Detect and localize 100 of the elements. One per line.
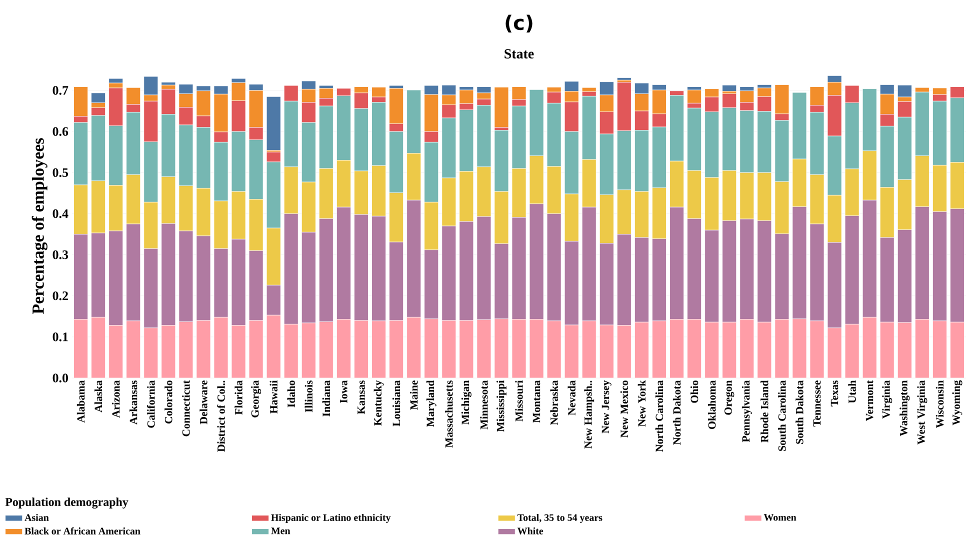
- x-tick-label: Connecticut: [182, 380, 190, 436]
- x-tick-label: Maine: [410, 380, 418, 410]
- y-tick-label: 0.1: [52, 332, 68, 342]
- bar: [476, 319, 492, 378]
- bar: [722, 84, 737, 92]
- x-tick-label: Wisconsin: [936, 380, 944, 428]
- bar: [459, 320, 474, 378]
- bar: [564, 324, 579, 378]
- bar: [880, 322, 894, 378]
- bar: [126, 320, 141, 378]
- x-tick-label: Michigan: [461, 380, 472, 424]
- x-tick-label: Utah: [848, 380, 856, 404]
- y-tick-label: 0.4: [52, 209, 68, 218]
- x-tick-label: Georgia: [251, 380, 262, 418]
- legend-label: Black or African American: [24, 527, 140, 534]
- x-tick-label: Tennessee: [813, 380, 821, 426]
- bar: [599, 324, 614, 378]
- bar: [914, 319, 930, 378]
- legend-label: Hispanic or Latino ethnicity: [271, 514, 391, 524]
- bar: [792, 318, 807, 378]
- bar: [687, 319, 702, 378]
- x-tick-label: Rhode Island: [760, 380, 768, 442]
- legend-label: Women: [764, 514, 796, 521]
- bar: [108, 78, 124, 84]
- bar: [774, 319, 790, 378]
- bar: [74, 319, 88, 378]
- x-tick-label: Virginia: [882, 380, 892, 419]
- bar: [862, 317, 877, 378]
- legend-title: Population demography: [5, 498, 128, 509]
- bar: [757, 322, 772, 378]
- legend-label: Men: [271, 528, 290, 534]
- x-tick-label: West Virginia: [917, 380, 928, 444]
- bar: [214, 317, 228, 378]
- bar: [582, 320, 596, 378]
- bar: [91, 317, 106, 378]
- bar: [897, 84, 912, 98]
- y-tick-label: 0.3: [52, 250, 68, 260]
- bar: [196, 320, 211, 378]
- bar: [634, 322, 649, 378]
- bar: [529, 319, 544, 378]
- bar: [284, 324, 298, 378]
- bar: [406, 317, 422, 378]
- chart-title: (c): [506, 14, 532, 33]
- bar: [144, 328, 158, 378]
- bar: [424, 318, 439, 378]
- bar: [231, 325, 246, 378]
- bar: [318, 322, 334, 378]
- x-tick-label: Arizona: [112, 380, 120, 418]
- bar: [372, 320, 386, 378]
- x-tick-label: Iowa: [340, 380, 348, 403]
- y-tick-label: 0.7: [52, 86, 68, 95]
- x-tick-label: Minnesota: [480, 380, 488, 430]
- y-axis-title: Percentage of employees: [32, 138, 48, 314]
- x-tick-label: Vermont: [866, 380, 874, 422]
- bar: [950, 322, 964, 378]
- bar: [248, 320, 264, 378]
- x-tick-label: New Mexico: [620, 380, 628, 438]
- x-tick-label: Maryland: [426, 380, 436, 427]
- x-tick-label: Delaware: [200, 380, 208, 424]
- x-tick-label: Alabama: [76, 380, 85, 423]
- bar: [704, 322, 720, 378]
- x-tick-label: Oklahoma: [708, 380, 716, 429]
- x-tick-label: Illinois: [304, 380, 313, 412]
- x-tick-label: New Jersey: [602, 380, 612, 434]
- x-tick-label: California: [146, 380, 155, 428]
- x-axis-title: State: [504, 49, 534, 58]
- bar: [301, 322, 316, 378]
- bar: [161, 82, 176, 86]
- x-tick-label: Alaska: [94, 380, 102, 412]
- x-tick-label: North Dakota: [672, 380, 681, 445]
- y-tick-label: 0.0: [52, 374, 68, 382]
- x-tick-label: Louisiana: [392, 380, 400, 426]
- bar: [266, 314, 281, 378]
- x-tick-label: South Carolina: [778, 380, 786, 451]
- x-tick-label: Kentucky: [374, 380, 384, 426]
- x-tick-label: Washington: [900, 380, 910, 436]
- x-tick-label: North Carolina: [655, 380, 664, 452]
- x-tick-label: Massachusetts: [445, 380, 453, 448]
- bar: [161, 325, 176, 378]
- bar: [512, 319, 526, 378]
- x-tick-label: Texas: [830, 380, 838, 406]
- legend-label: Asian: [24, 514, 49, 521]
- y-tick-label: 0.6: [52, 127, 68, 136]
- bar: [389, 320, 404, 378]
- bar: [582, 87, 596, 92]
- x-tick-label: Oregon: [724, 380, 734, 415]
- x-tick-label: Nevada: [568, 380, 576, 416]
- x-tick-label: Pennsylvania: [742, 380, 752, 442]
- x-tick-label: Nebraska: [550, 380, 558, 426]
- bar: [494, 318, 509, 378]
- legend-label: Total, 35 to 54 years: [517, 514, 602, 524]
- bar: [652, 320, 666, 378]
- x-tick-label: Ohio: [690, 380, 698, 403]
- bar: [616, 325, 632, 378]
- x-tick-label: Missouri: [515, 380, 523, 422]
- bar: [178, 322, 194, 378]
- y-tick-label: 0.5: [52, 168, 68, 177]
- x-tick-label: Wyoming: [952, 380, 962, 426]
- x-tick-label: Arkansas: [130, 380, 138, 425]
- bar: [108, 325, 124, 378]
